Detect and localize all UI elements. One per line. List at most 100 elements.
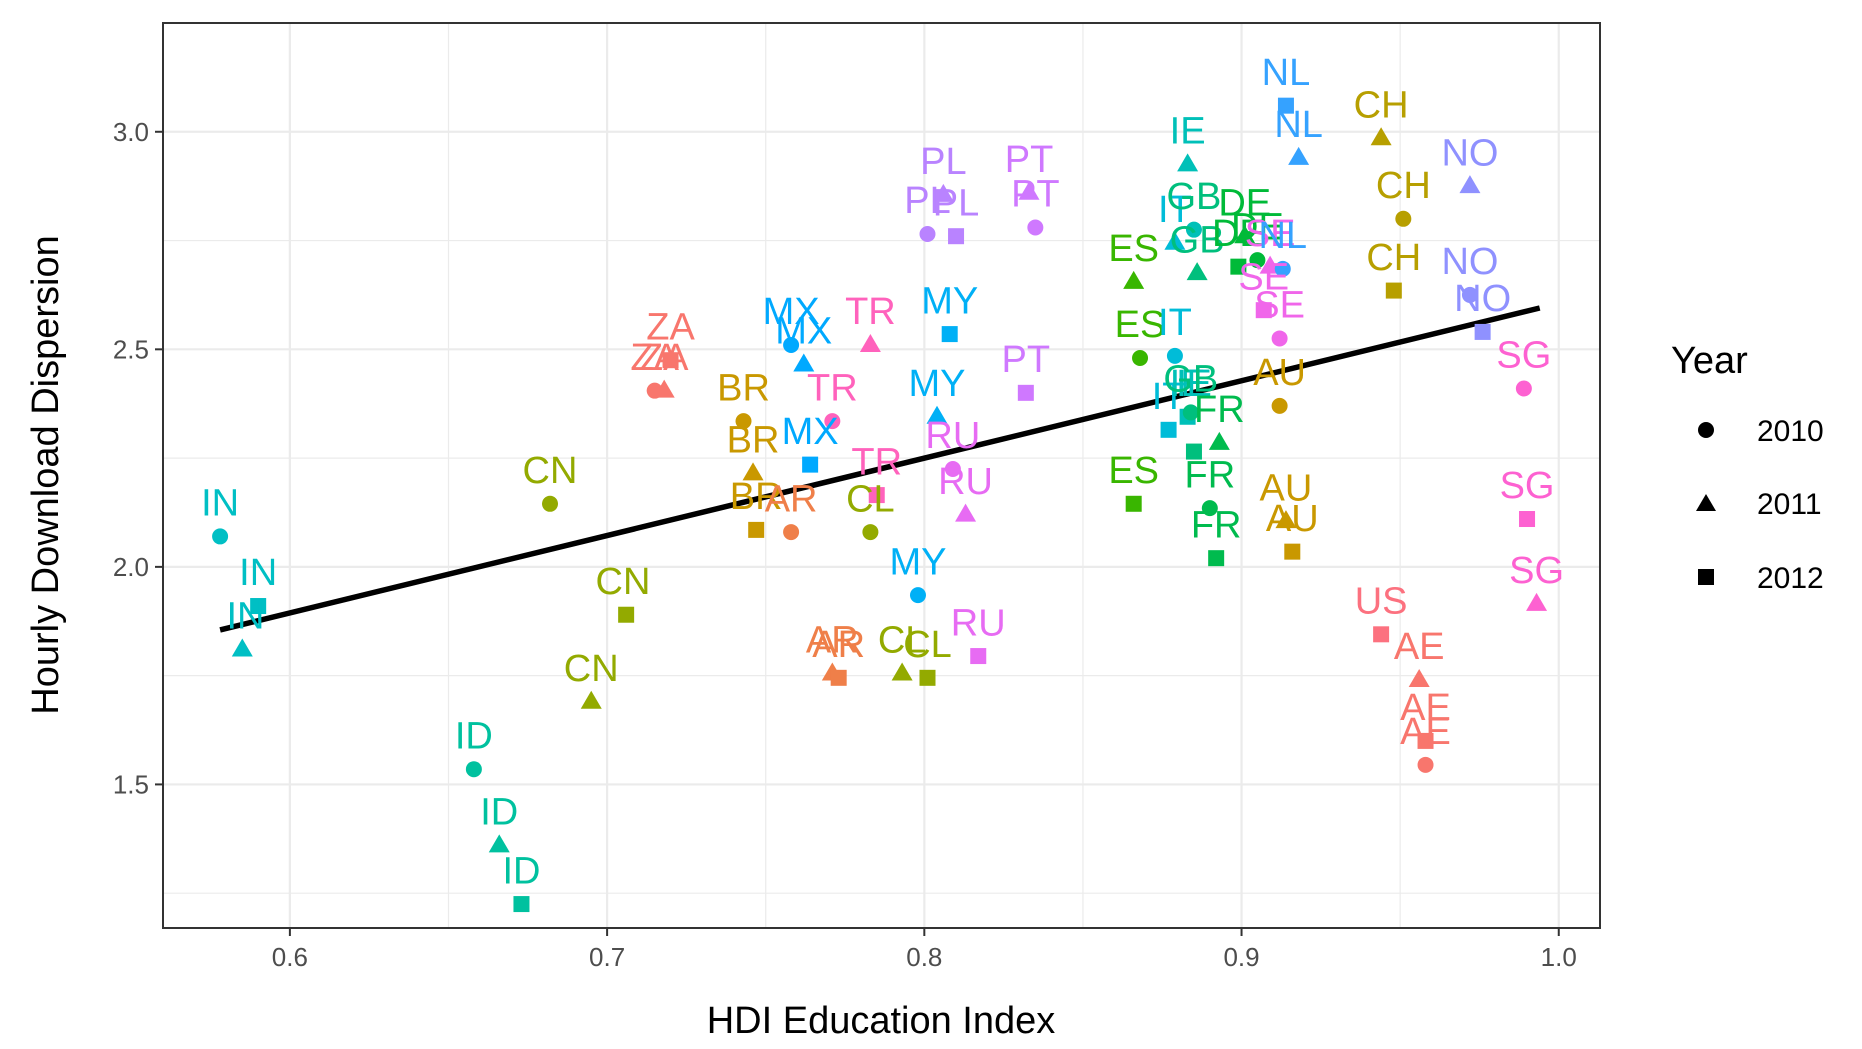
point-label: CN bbox=[523, 450, 578, 492]
x-axis: 0.6 0.7 0.8 0.9 1.0 bbox=[272, 928, 1577, 972]
point-label: CL bbox=[846, 478, 895, 520]
point-label: RU bbox=[951, 602, 1006, 644]
point-label: MY bbox=[889, 541, 946, 583]
point-se-2010 bbox=[1271, 330, 1288, 347]
plot-border bbox=[162, 22, 1601, 929]
point-br-2012 bbox=[748, 521, 765, 538]
point-ae-2011 bbox=[1408, 668, 1430, 687]
point-it-2012 bbox=[1160, 421, 1177, 438]
point-label: IE bbox=[1170, 363, 1206, 405]
point-in-2011 bbox=[231, 638, 253, 657]
point-ch-2010 bbox=[1395, 210, 1412, 227]
plot-panel bbox=[163, 23, 1600, 928]
point-label: IT bbox=[1158, 189, 1192, 231]
point-label: AE bbox=[1394, 626, 1445, 668]
point-label: ID bbox=[502, 850, 540, 892]
point-ie-2010 bbox=[1185, 221, 1202, 238]
point-label: BR bbox=[727, 420, 780, 462]
point-label: AR bbox=[812, 624, 865, 666]
point-tr-2012 bbox=[868, 487, 885, 504]
legend-triangle-icon bbox=[1696, 494, 1716, 511]
point-label: IN bbox=[226, 596, 264, 638]
point-label: AU bbox=[1266, 498, 1319, 540]
y-tick-label: 2.5 bbox=[113, 334, 149, 364]
point-us-2012 bbox=[1373, 626, 1390, 643]
point-cl-2012 bbox=[919, 669, 936, 686]
legend-item-2012: 2012 bbox=[1698, 562, 1824, 595]
point-id-2011 bbox=[488, 834, 510, 853]
point-label: CH bbox=[1366, 237, 1421, 279]
point-gb-2010 bbox=[1182, 404, 1199, 421]
point-label: TR bbox=[807, 367, 858, 409]
point-pt-2011 bbox=[1018, 181, 1040, 200]
point-my-2012 bbox=[941, 326, 958, 343]
point-no-2011 bbox=[1459, 175, 1481, 194]
point-label: TR bbox=[845, 291, 896, 333]
grid-minor bbox=[163, 23, 1600, 928]
point-label: ES bbox=[1115, 304, 1166, 346]
point-mx-2011 bbox=[793, 353, 815, 372]
point-pl-2011 bbox=[932, 183, 954, 202]
point-es-2012 bbox=[1125, 495, 1142, 512]
point-es-2010 bbox=[1132, 350, 1149, 367]
point-br-2011 bbox=[742, 462, 764, 481]
point-label: PL bbox=[933, 182, 979, 224]
point-no-2010 bbox=[1461, 286, 1478, 303]
point-label: DE bbox=[1231, 206, 1284, 248]
point-label: FR bbox=[1184, 454, 1235, 496]
point-de-2010 bbox=[1249, 252, 1266, 269]
point-no-2012 bbox=[1474, 323, 1491, 340]
point-label: CL bbox=[903, 624, 952, 666]
point-fr-2011 bbox=[1208, 431, 1230, 450]
point-label: NL bbox=[1274, 104, 1323, 146]
point-nl-2010 bbox=[1274, 260, 1291, 277]
x-tick-label: 0.7 bbox=[589, 942, 625, 972]
point-label: IN bbox=[239, 552, 277, 594]
point-label: CN bbox=[596, 561, 651, 603]
point-cn-2011 bbox=[580, 690, 602, 709]
point-tr-2011 bbox=[859, 333, 881, 352]
point-label: SG bbox=[1496, 335, 1551, 377]
point-pt-2010 bbox=[1027, 219, 1044, 236]
trend-line bbox=[219, 305, 1541, 633]
point-cl-2010 bbox=[862, 524, 879, 541]
point-label: IT bbox=[1152, 376, 1186, 418]
point-de-2012 bbox=[1230, 258, 1247, 275]
point-ar-2012 bbox=[830, 669, 847, 686]
point-label: ES bbox=[1108, 228, 1159, 270]
point-au-2012 bbox=[1284, 543, 1301, 560]
point-au-2011 bbox=[1275, 510, 1297, 529]
point-label: AR bbox=[806, 620, 859, 662]
y-tick-label: 2.0 bbox=[113, 552, 149, 582]
point-za-2011 bbox=[653, 379, 675, 398]
point-label: CL bbox=[878, 620, 927, 662]
point-my-2011 bbox=[926, 405, 948, 424]
point-label: DE bbox=[1212, 213, 1265, 255]
point-ru-2011 bbox=[955, 503, 977, 522]
point-label: RU bbox=[938, 461, 993, 503]
point-label: MY bbox=[921, 280, 978, 322]
point-gb-2011 bbox=[1186, 262, 1208, 281]
x-tick-label: 1.0 bbox=[1541, 942, 1577, 972]
point-sg-2010 bbox=[1515, 380, 1532, 397]
point-label: FR bbox=[1194, 389, 1245, 431]
y-tick-label: 3.0 bbox=[113, 117, 149, 147]
point-ae-2012 bbox=[1417, 732, 1434, 749]
point-label: PL bbox=[904, 180, 950, 222]
point-label: BR bbox=[717, 367, 770, 409]
legend-label: 2010 bbox=[1757, 415, 1824, 448]
point-label: NL bbox=[1262, 52, 1311, 94]
point-label: PL bbox=[920, 141, 966, 183]
legend-circle-icon bbox=[1698, 422, 1714, 438]
point-pl-2012 bbox=[948, 228, 965, 245]
point-br-2010 bbox=[735, 413, 752, 430]
point-label: NO bbox=[1441, 132, 1498, 174]
point-label: CH bbox=[1376, 165, 1431, 207]
point-label: AE bbox=[1400, 687, 1451, 729]
point-label: AE bbox=[1400, 711, 1451, 753]
point-in-2012 bbox=[250, 598, 267, 615]
point-label: RU bbox=[925, 415, 980, 457]
point-es-2011 bbox=[1123, 270, 1145, 289]
point-za-2012 bbox=[662, 352, 679, 369]
